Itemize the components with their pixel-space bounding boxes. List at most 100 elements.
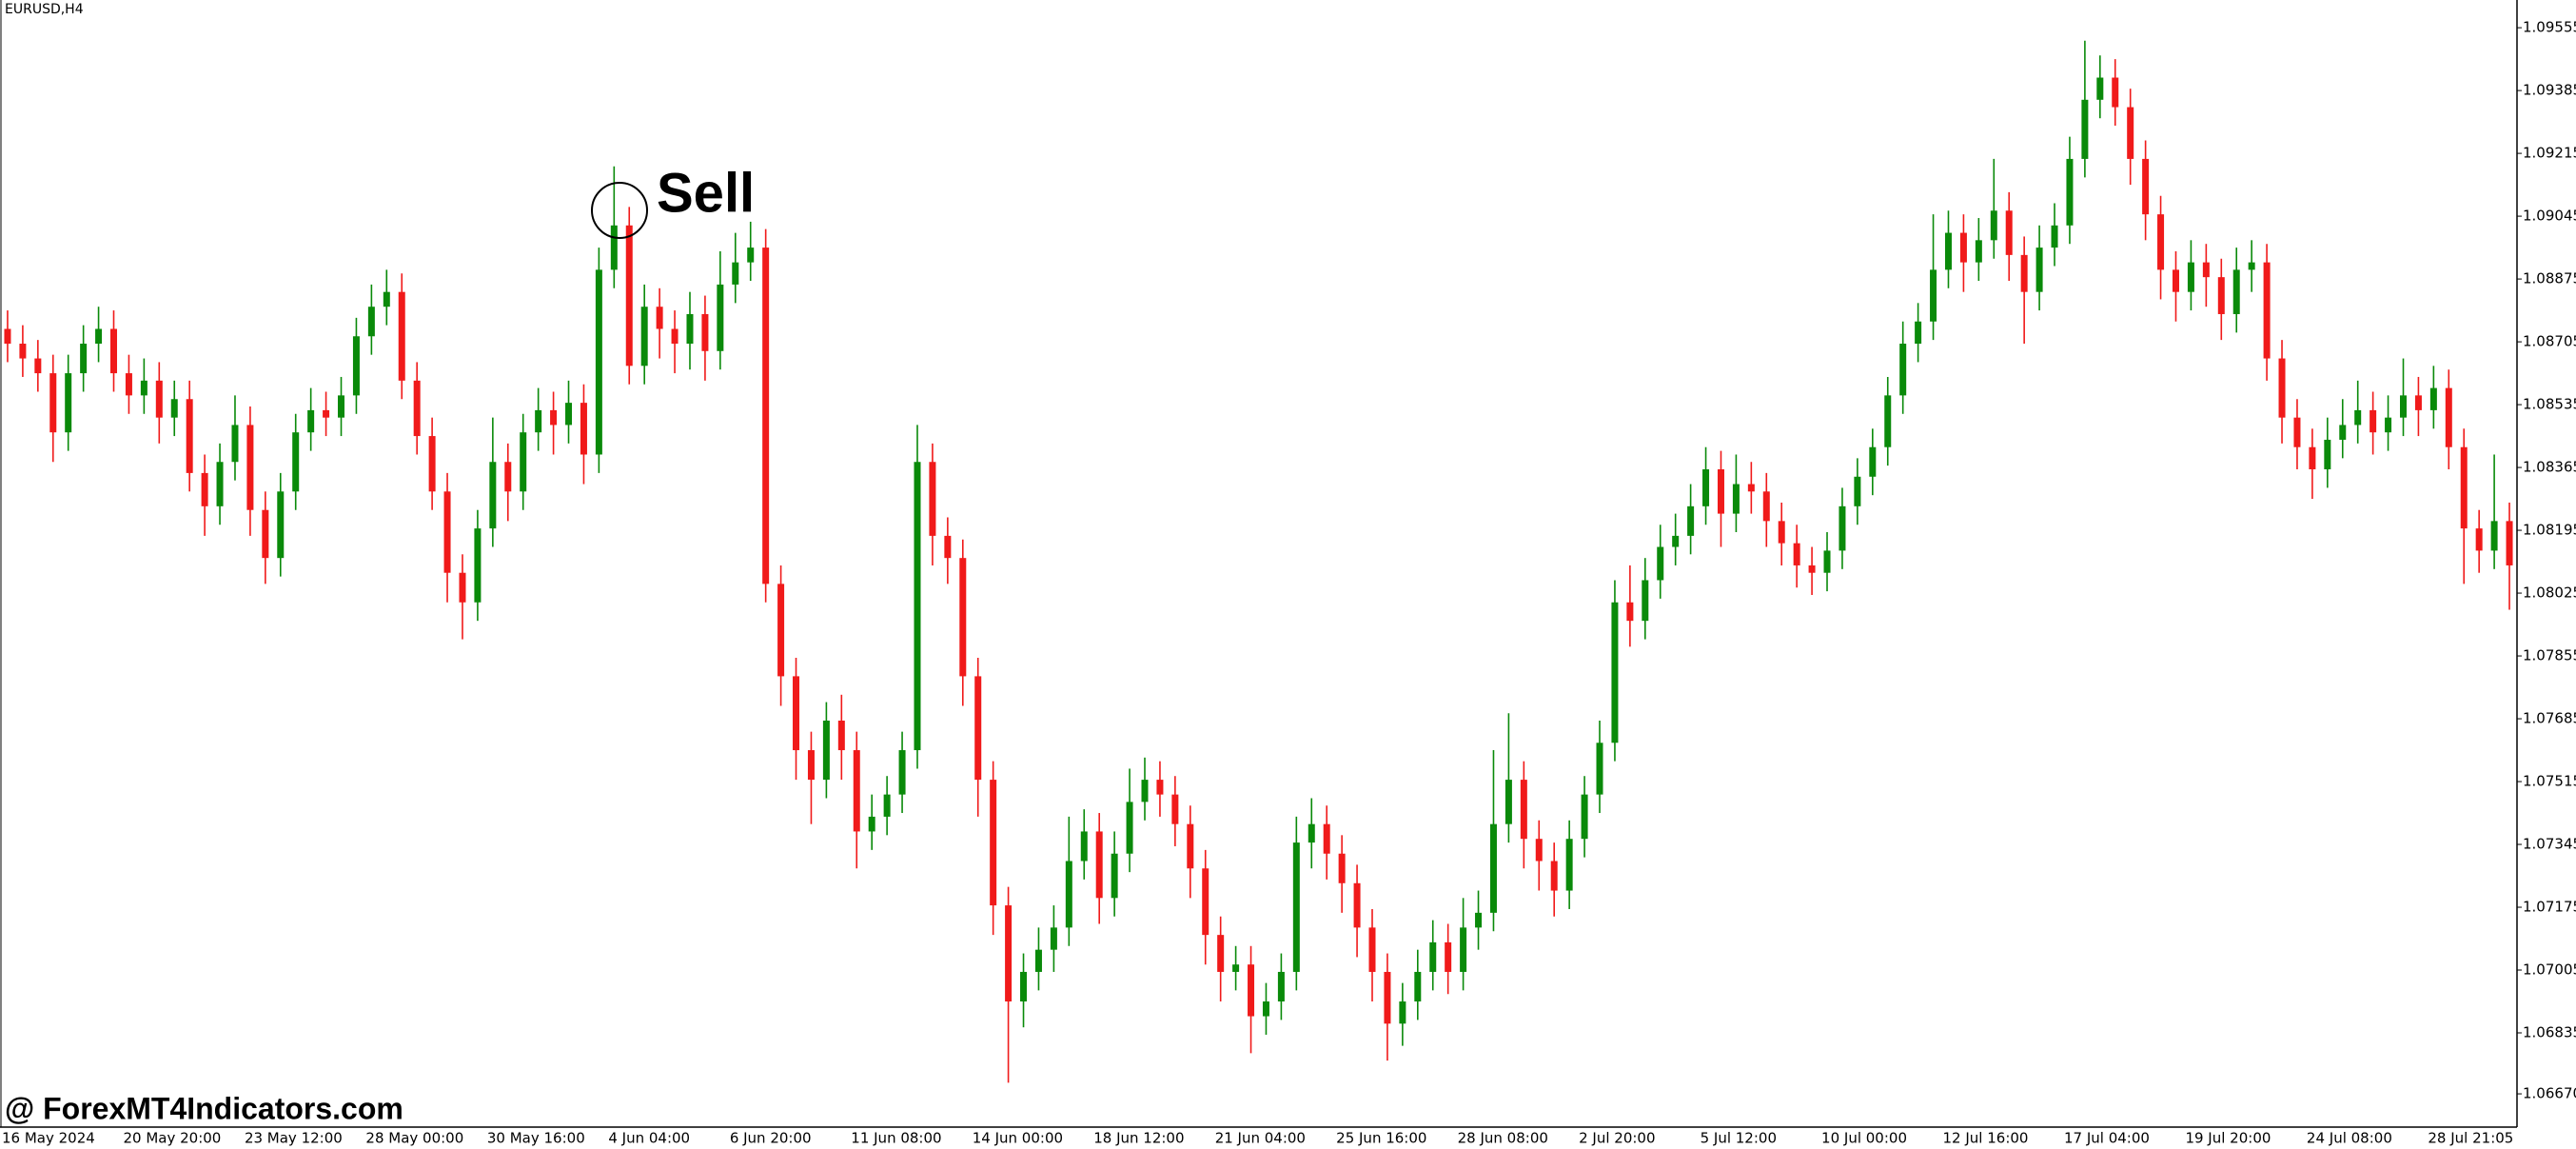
candle-body — [2475, 528, 2483, 551]
candle-body — [2324, 439, 2331, 470]
candle-body — [1959, 232, 1967, 263]
sell-annotation: Sell — [657, 162, 755, 224]
candle-body — [1944, 232, 1952, 270]
x-tick-label: 28 Jun 08:00 — [1458, 1130, 1548, 1147]
candle-body — [80, 344, 88, 374]
candle-body — [1429, 941, 1437, 972]
candle-body — [292, 432, 300, 492]
candle-body — [2414, 395, 2422, 410]
candle-body — [367, 307, 375, 337]
candle-body — [1702, 469, 1710, 506]
candle-body — [1156, 780, 1164, 795]
candle-body — [1854, 476, 1861, 506]
candle-body — [1884, 395, 1892, 447]
candle-body — [1475, 912, 1483, 928]
candle-body — [1626, 602, 1634, 622]
candle-body — [1368, 927, 1376, 972]
y-tick-label: 1.09385 — [2523, 82, 2576, 99]
candle-body — [2187, 262, 2194, 292]
candle-body — [2399, 395, 2407, 418]
candle-body — [2248, 262, 2255, 270]
candle-body — [2445, 387, 2452, 447]
x-tick-label: 30 May 16:00 — [487, 1130, 585, 1147]
candle-body — [34, 358, 42, 374]
candle-body — [19, 344, 27, 359]
y-tick-label: 1.07345 — [2523, 836, 2576, 853]
candle-body — [2429, 387, 2437, 410]
candle-body — [747, 248, 755, 263]
candle-body — [1050, 927, 1057, 950]
x-tick-label: 20 May 20:00 — [123, 1130, 221, 1147]
candle-body — [262, 509, 269, 559]
candle-body — [1520, 780, 1527, 840]
candle-body — [323, 409, 330, 418]
candle-body — [155, 380, 163, 418]
candle-body — [1080, 831, 1088, 862]
candle-body — [793, 676, 800, 751]
candle-body — [1642, 580, 1649, 622]
candle-body — [1277, 971, 1285, 1002]
candle-body — [1445, 941, 1452, 972]
candle-body — [2172, 269, 2179, 292]
x-tick-label: 6 Jun 20:00 — [730, 1130, 812, 1147]
candle-body — [2035, 248, 2043, 292]
candle-body — [2005, 210, 2013, 255]
candle-body — [2081, 99, 2089, 159]
candle-body — [1399, 1001, 1406, 1024]
y-tick-label: 1.07685 — [2523, 710, 2576, 727]
candle-body — [2385, 417, 2392, 433]
candle-body — [49, 373, 57, 433]
candle-body — [1535, 839, 1543, 862]
y-tick-label: 1.09045 — [2523, 208, 2576, 225]
candle-body — [307, 409, 315, 433]
candle-body — [95, 328, 103, 345]
candle-body — [1915, 321, 1922, 345]
candle-body — [216, 462, 224, 506]
candle-body — [1839, 505, 1846, 551]
x-tick-label: 16 May 2024 — [2, 1130, 95, 1147]
candle-body — [717, 284, 724, 351]
candle-body — [1308, 823, 1315, 843]
candle-body — [1126, 802, 1133, 854]
candle-body — [2127, 107, 2134, 159]
candle-body — [1323, 823, 1330, 854]
y-tick-label: 1.06835 — [2523, 1024, 2576, 1041]
candle-body — [383, 291, 390, 307]
candle-body — [1065, 861, 1072, 928]
candle-body — [2112, 77, 2119, 108]
x-tick-label: 28 May 00:00 — [365, 1130, 463, 1147]
candle-body — [883, 794, 891, 817]
candle-body — [1687, 505, 1695, 536]
y-tick-label: 1.07515 — [2523, 773, 2576, 790]
candle-body — [1504, 780, 1512, 824]
candle-body — [2309, 446, 2316, 470]
candle-body — [398, 291, 405, 381]
candle-body — [535, 409, 542, 433]
y-tick-label: 1.08875 — [2523, 270, 2576, 287]
candle-body — [231, 425, 239, 463]
candle-body — [2157, 214, 2165, 270]
candle-body — [1217, 935, 1225, 972]
candle-body — [338, 395, 345, 418]
y-tick-label: 1.08195 — [2523, 522, 2576, 539]
candle-body — [1414, 971, 1422, 1002]
candle-body — [2506, 521, 2513, 565]
candle-body — [1338, 853, 1346, 883]
candle-body — [1596, 743, 1603, 795]
candle-body — [807, 750, 815, 781]
candle-body — [443, 491, 451, 573]
candle-body — [65, 373, 72, 433]
candle-body — [1034, 949, 1042, 972]
candle-body — [822, 720, 830, 781]
candle-body — [1550, 861, 1558, 891]
candle-body — [1005, 905, 1013, 1002]
candle-body — [1808, 565, 1816, 573]
x-tick-label: 2 Jul 20:00 — [1579, 1130, 1655, 1147]
candle-body — [474, 528, 482, 603]
candle-body — [914, 462, 921, 751]
candle-body — [1732, 484, 1740, 514]
candle-body — [1657, 546, 1664, 581]
candle-body — [640, 307, 648, 366]
